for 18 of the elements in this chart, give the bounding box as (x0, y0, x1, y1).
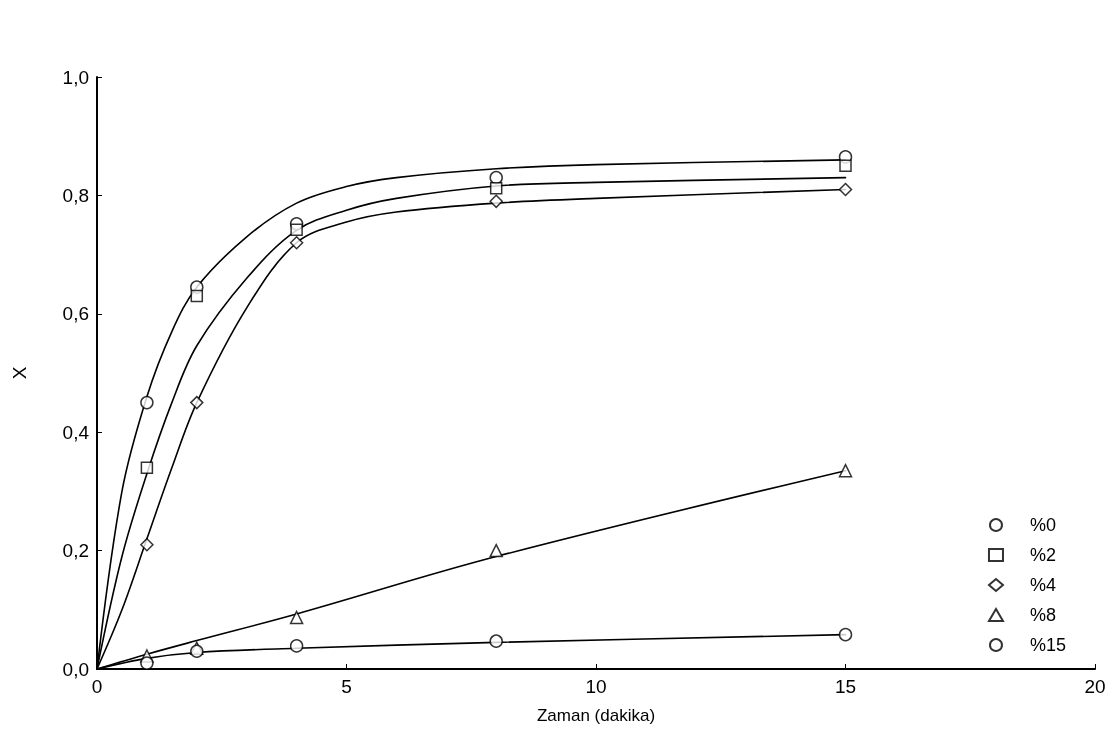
y-tick-label: 0,0 (62, 658, 89, 680)
legend-label: %4 (1029, 575, 1056, 595)
x-tick-label: 10 (585, 676, 607, 697)
x-tick-label: 0 (91, 676, 103, 697)
legend-label: %0 (1029, 515, 1056, 535)
legend-label: %2 (1029, 545, 1056, 565)
y-tick-label: 0,6 (62, 303, 89, 325)
legend-label: %15 (1029, 635, 1066, 655)
x-tick-label: 5 (341, 676, 352, 697)
legend-label: %8 (1029, 605, 1056, 625)
y-axis-title: X (9, 366, 30, 380)
x-tick-label: 20 (1084, 676, 1106, 697)
y-tick-label: 0,8 (62, 184, 89, 206)
x-axis-title: Zaman (dakika) (536, 706, 656, 725)
x-tick-label: 15 (834, 676, 857, 697)
y-tick-label: 0,2 (62, 540, 89, 562)
y-tick-label: 1,0 (62, 66, 89, 88)
y-tick-label: 0,4 (62, 421, 90, 443)
